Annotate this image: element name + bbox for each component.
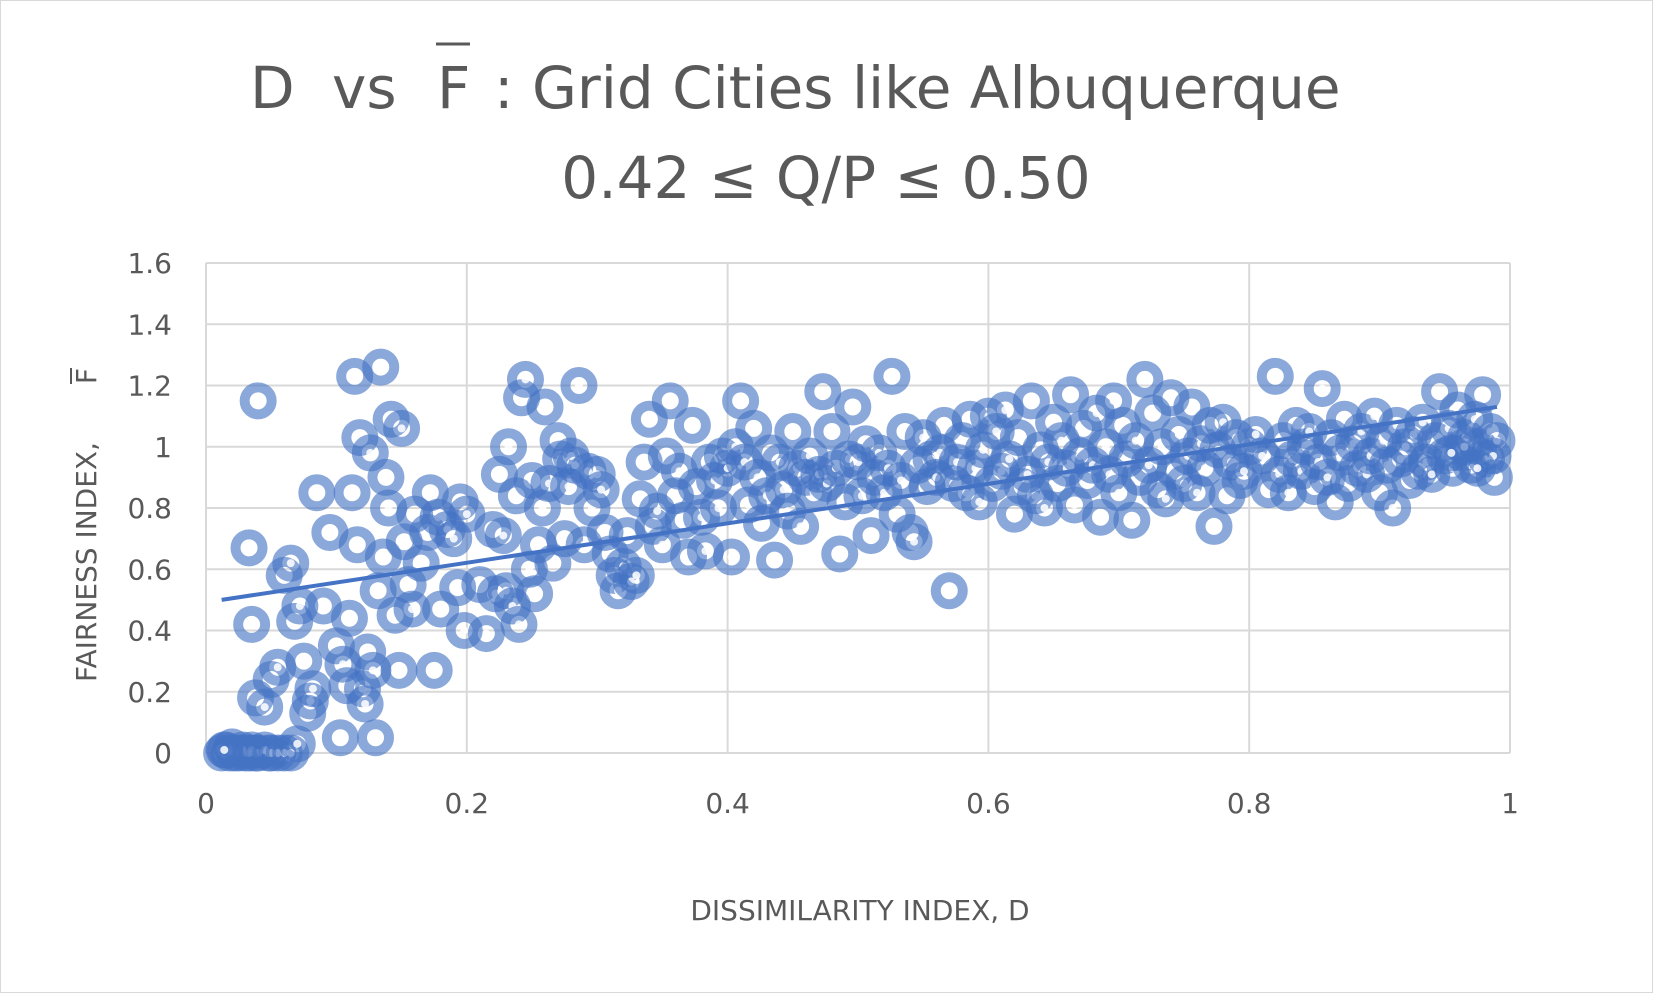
- data-point: [357, 719, 395, 757]
- data-point: [582, 471, 620, 509]
- x-tick-label: 0.2: [445, 787, 490, 820]
- data-point: [351, 434, 389, 472]
- data-point: [362, 348, 400, 386]
- x-tick-label: 0.4: [705, 787, 750, 820]
- scatter-points: [203, 348, 1516, 772]
- data-point: [448, 495, 486, 533]
- x-tick-label: 1: [1501, 787, 1519, 820]
- chart-title: D vs F : Grid Cities like Albuquerque 0.…: [250, 42, 1341, 212]
- data-point: [311, 514, 349, 551]
- data-point: [321, 719, 359, 757]
- data-point: [804, 373, 842, 411]
- data-point: [346, 685, 384, 723]
- y-tick-label: 0.4: [127, 615, 172, 648]
- data-point: [393, 590, 431, 628]
- data-point: [1374, 489, 1412, 527]
- data-point: [617, 556, 655, 594]
- data-point: [873, 357, 911, 395]
- data-point: [205, 731, 243, 769]
- data-point: [506, 360, 544, 398]
- data-point: [713, 538, 751, 576]
- data-point: [500, 605, 538, 643]
- title-line2: 0.42 ≤ Q/P ≤ 0.50: [561, 144, 1090, 212]
- y-tick-label: 1.4: [127, 308, 172, 341]
- data-point: [422, 590, 460, 628]
- data-point: [294, 670, 332, 708]
- data-point: [834, 388, 872, 426]
- data-point: [699, 489, 737, 527]
- data-point: [467, 615, 505, 653]
- data-point: [278, 725, 316, 763]
- y-tick-label: 1.2: [127, 370, 172, 403]
- data-point: [782, 507, 820, 545]
- data-point: [1303, 370, 1341, 408]
- x-axis-ticks: 0 0.2 0.4 0.6 0.8 1: [197, 787, 1519, 820]
- data-point: [813, 412, 851, 450]
- data-point: [330, 599, 368, 637]
- data-point: [1173, 388, 1211, 426]
- data-point: [651, 382, 689, 420]
- data-point: [722, 382, 760, 420]
- data-point: [383, 409, 421, 447]
- data-point: [895, 523, 933, 561]
- data-point: [1126, 360, 1164, 398]
- title-part-vs: vs: [332, 54, 397, 122]
- data-point: [1052, 376, 1090, 414]
- x-tick-label: 0.8: [1227, 787, 1272, 820]
- data-point: [1012, 382, 1050, 420]
- data-point: [630, 400, 668, 438]
- data-point: [490, 428, 528, 466]
- data-point: [852, 517, 890, 555]
- data-point: [735, 409, 773, 447]
- x-axis-label: DISSIMILARITY INDEX, D: [690, 894, 1029, 927]
- trendline: [221, 404, 1498, 602]
- y-axis-label-symbol: F: [70, 368, 103, 384]
- data-point: [821, 535, 859, 573]
- y-tick-label: 0: [154, 737, 172, 770]
- data-point: [930, 572, 968, 610]
- data-point: [415, 651, 453, 689]
- data-point: [756, 541, 794, 579]
- data-point: [1113, 501, 1151, 539]
- data-point: [239, 382, 277, 420]
- y-axis-label: FAIRNESS INDEX, F: [70, 368, 103, 682]
- title-part-d: D: [250, 54, 295, 122]
- data-point: [1256, 357, 1294, 395]
- x-tick-label: 0.6: [966, 787, 1011, 820]
- data-point: [1432, 434, 1470, 472]
- data-point: [1421, 373, 1459, 411]
- data-point: [484, 517, 522, 555]
- y-axis-ticks: 0 0.2 0.4 0.6 0.8 1 1.2 1.4 1.6: [127, 247, 172, 770]
- data-point: [673, 406, 711, 444]
- data-point: [230, 529, 268, 567]
- data-point: [367, 458, 405, 496]
- y-tick-label: 1: [154, 431, 172, 464]
- data-point: [1464, 376, 1502, 414]
- data-point: [516, 575, 554, 613]
- y-tick-label: 0.2: [127, 676, 172, 709]
- x-tick-label: 0: [197, 787, 215, 820]
- data-point: [560, 367, 598, 404]
- data-point: [272, 544, 310, 582]
- data-point: [333, 474, 371, 512]
- data-point: [380, 651, 418, 689]
- y-tick-label: 1.6: [127, 247, 172, 280]
- data-point: [526, 388, 564, 426]
- y-axis-label-text: FAIRNESS INDEX,: [70, 442, 103, 682]
- y-tick-label: 0.6: [127, 553, 172, 586]
- data-point: [298, 474, 336, 512]
- data-point: [774, 412, 812, 450]
- title-part-rest: : Grid Cities like Albuquerque: [494, 54, 1341, 122]
- data-point: [233, 605, 271, 643]
- data-point: [1195, 507, 1233, 545]
- y-tick-label: 0.8: [127, 492, 172, 525]
- title-part-f: F: [437, 54, 470, 122]
